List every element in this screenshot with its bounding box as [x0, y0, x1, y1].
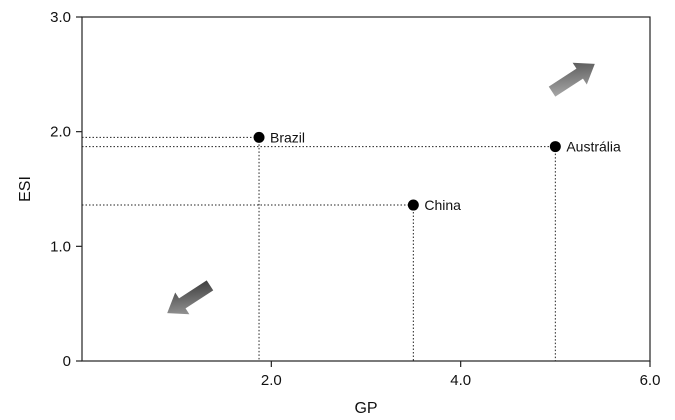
data-points: Brazil China Austrália — [253, 129, 621, 213]
guide-lines — [82, 136, 556, 361]
y-tick-label: 0 — [63, 353, 71, 370]
x-tick-label: 6.0 — [640, 372, 661, 389]
point-label: Brazil — [270, 129, 305, 145]
arrow-down-left-icon — [167, 280, 214, 315]
x-tick-label: 4.0 — [450, 372, 471, 389]
x-axis: 2.0 4.0 6.0 — [261, 361, 661, 389]
arrow-up-right-icon — [548, 62, 595, 97]
y-tick-label: 1.0 — [50, 238, 71, 255]
data-point — [253, 131, 265, 143]
y-tick-label: 2.0 — [50, 124, 71, 141]
y-axis: 0 1.0 2.0 3.0 — [50, 9, 82, 370]
y-tick-label: 3.0 — [50, 9, 71, 26]
point-label: Austrália — [566, 139, 621, 155]
y-axis-title: ESI — [17, 176, 34, 202]
point-label: China — [424, 197, 461, 213]
data-point — [549, 141, 561, 153]
data-point — [407, 199, 419, 211]
x-axis-title: GP — [354, 400, 377, 417]
plot-frame — [81, 16, 651, 362]
x-tick-label: 2.0 — [261, 372, 282, 389]
